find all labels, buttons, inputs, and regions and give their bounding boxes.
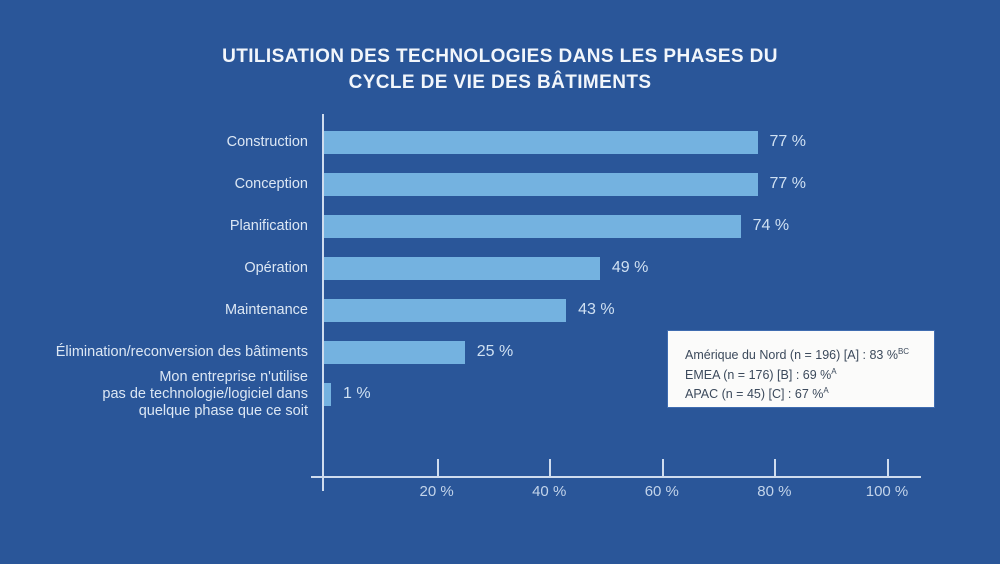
legend-box: Amérique du Nord (n = 196) [A] : 83 %BC E… bbox=[667, 330, 935, 408]
bar-row: Conception 77 % bbox=[0, 173, 1000, 197]
legend-item: APAC (n = 45) [C] : 67 %A bbox=[685, 383, 934, 403]
category-label: Maintenance bbox=[224, 301, 308, 318]
bar-value-label: 49 % bbox=[611, 259, 649, 276]
x-axis-tick-label: 100 % bbox=[865, 483, 909, 500]
bar-row: Élimination/reconversion des bâtiments 25… bbox=[0, 341, 1000, 365]
x-axis-tick bbox=[661, 459, 664, 477]
legend-item: Amérique du Nord (n = 196) [A] : 83 %BC bbox=[685, 344, 934, 364]
legend-item-text: Amérique du Nord (n = 196) [A] : 83 % bbox=[685, 348, 898, 363]
category-label: Conception bbox=[234, 175, 308, 192]
bar-row: Opération 49 % bbox=[0, 257, 1000, 281]
x-axis-tick-label: 60 % bbox=[644, 483, 679, 500]
category-label: Mon entreprise n'utilise pas de technolo… bbox=[102, 368, 308, 419]
x-axis-tick bbox=[436, 459, 439, 477]
legend-item: EMEA (n = 176) [B] : 69 %A bbox=[685, 364, 934, 384]
x-axis-tick bbox=[549, 459, 552, 477]
title-line-2: CYCLE DE VIE DES BÂTIMENTS bbox=[348, 72, 652, 93]
bar-value-label: 25 % bbox=[476, 343, 514, 360]
bar-row: Mon entreprise n'utilise pas de technolo… bbox=[0, 369, 1000, 419]
bar[interactable] bbox=[324, 341, 465, 364]
bar-row: Planification 74 % bbox=[0, 215, 1000, 239]
legend-item-superscript: A bbox=[831, 366, 837, 376]
bar[interactable] bbox=[324, 257, 600, 280]
x-axis-tick-label: 20 % bbox=[419, 483, 454, 500]
y-axis-line bbox=[322, 114, 324, 491]
category-label: Planification bbox=[229, 217, 308, 234]
x-axis-tick-label: 80 % bbox=[757, 483, 792, 500]
bar-value-label: 1 % bbox=[343, 385, 371, 402]
bar-row: Maintenance 43 % bbox=[0, 299, 1000, 323]
bar-value-label: 77 % bbox=[769, 133, 806, 150]
bar-value-label: 43 % bbox=[578, 301, 615, 318]
bar[interactable] bbox=[324, 131, 758, 154]
x-axis-tick-label: 40 % bbox=[532, 483, 567, 500]
legend-item-text: APAC (n = 45) [C] : 67 % bbox=[685, 387, 824, 402]
x-axis-line bbox=[311, 476, 921, 478]
legend-item-superscript: BC bbox=[897, 347, 910, 356]
x-axis-tick bbox=[887, 459, 889, 477]
legend-lines: Amérique du Nord (n = 196) [A] : 83 %BC E… bbox=[668, 331, 934, 403]
category-label: Élimination/reconversion des bâtiments bbox=[55, 343, 308, 360]
bar[interactable] bbox=[324, 299, 567, 322]
legend-item-text: EMEA (n = 176) [B] : 69 % bbox=[685, 367, 832, 382]
page-title: UTILISATION DES TECHNOLOGIES DANS LES PH… bbox=[0, 44, 1000, 96]
bar[interactable] bbox=[324, 173, 758, 196]
category-label: Construction bbox=[226, 133, 308, 150]
bar[interactable] bbox=[324, 215, 741, 238]
bar-row: Construction 77 % bbox=[0, 131, 1000, 155]
x-axis-tick bbox=[774, 459, 777, 477]
legend-item-superscript: A bbox=[823, 386, 829, 396]
bar[interactable] bbox=[324, 383, 331, 406]
bar-value-label: 74 % bbox=[752, 217, 790, 234]
bar-value-label: 77 % bbox=[769, 175, 806, 192]
category-label: Opération bbox=[244, 259, 308, 276]
title-line-1: UTILISATION DES TECHNOLOGIES DANS LES PH… bbox=[222, 46, 778, 67]
